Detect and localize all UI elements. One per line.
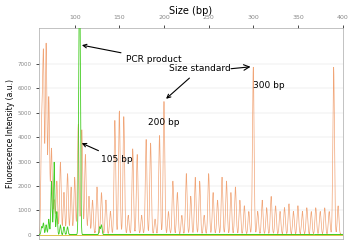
Y-axis label: Fluorescence Intensity (a.u.): Fluorescence Intensity (a.u.) xyxy=(6,79,15,188)
Text: 300 bp: 300 bp xyxy=(253,81,285,90)
Text: 200 bp: 200 bp xyxy=(148,118,180,127)
Text: Size standard: Size standard xyxy=(167,64,230,98)
X-axis label: Size (bp): Size (bp) xyxy=(169,6,212,15)
Text: PCR product: PCR product xyxy=(83,44,182,64)
Text: 105 bp: 105 bp xyxy=(83,144,133,164)
